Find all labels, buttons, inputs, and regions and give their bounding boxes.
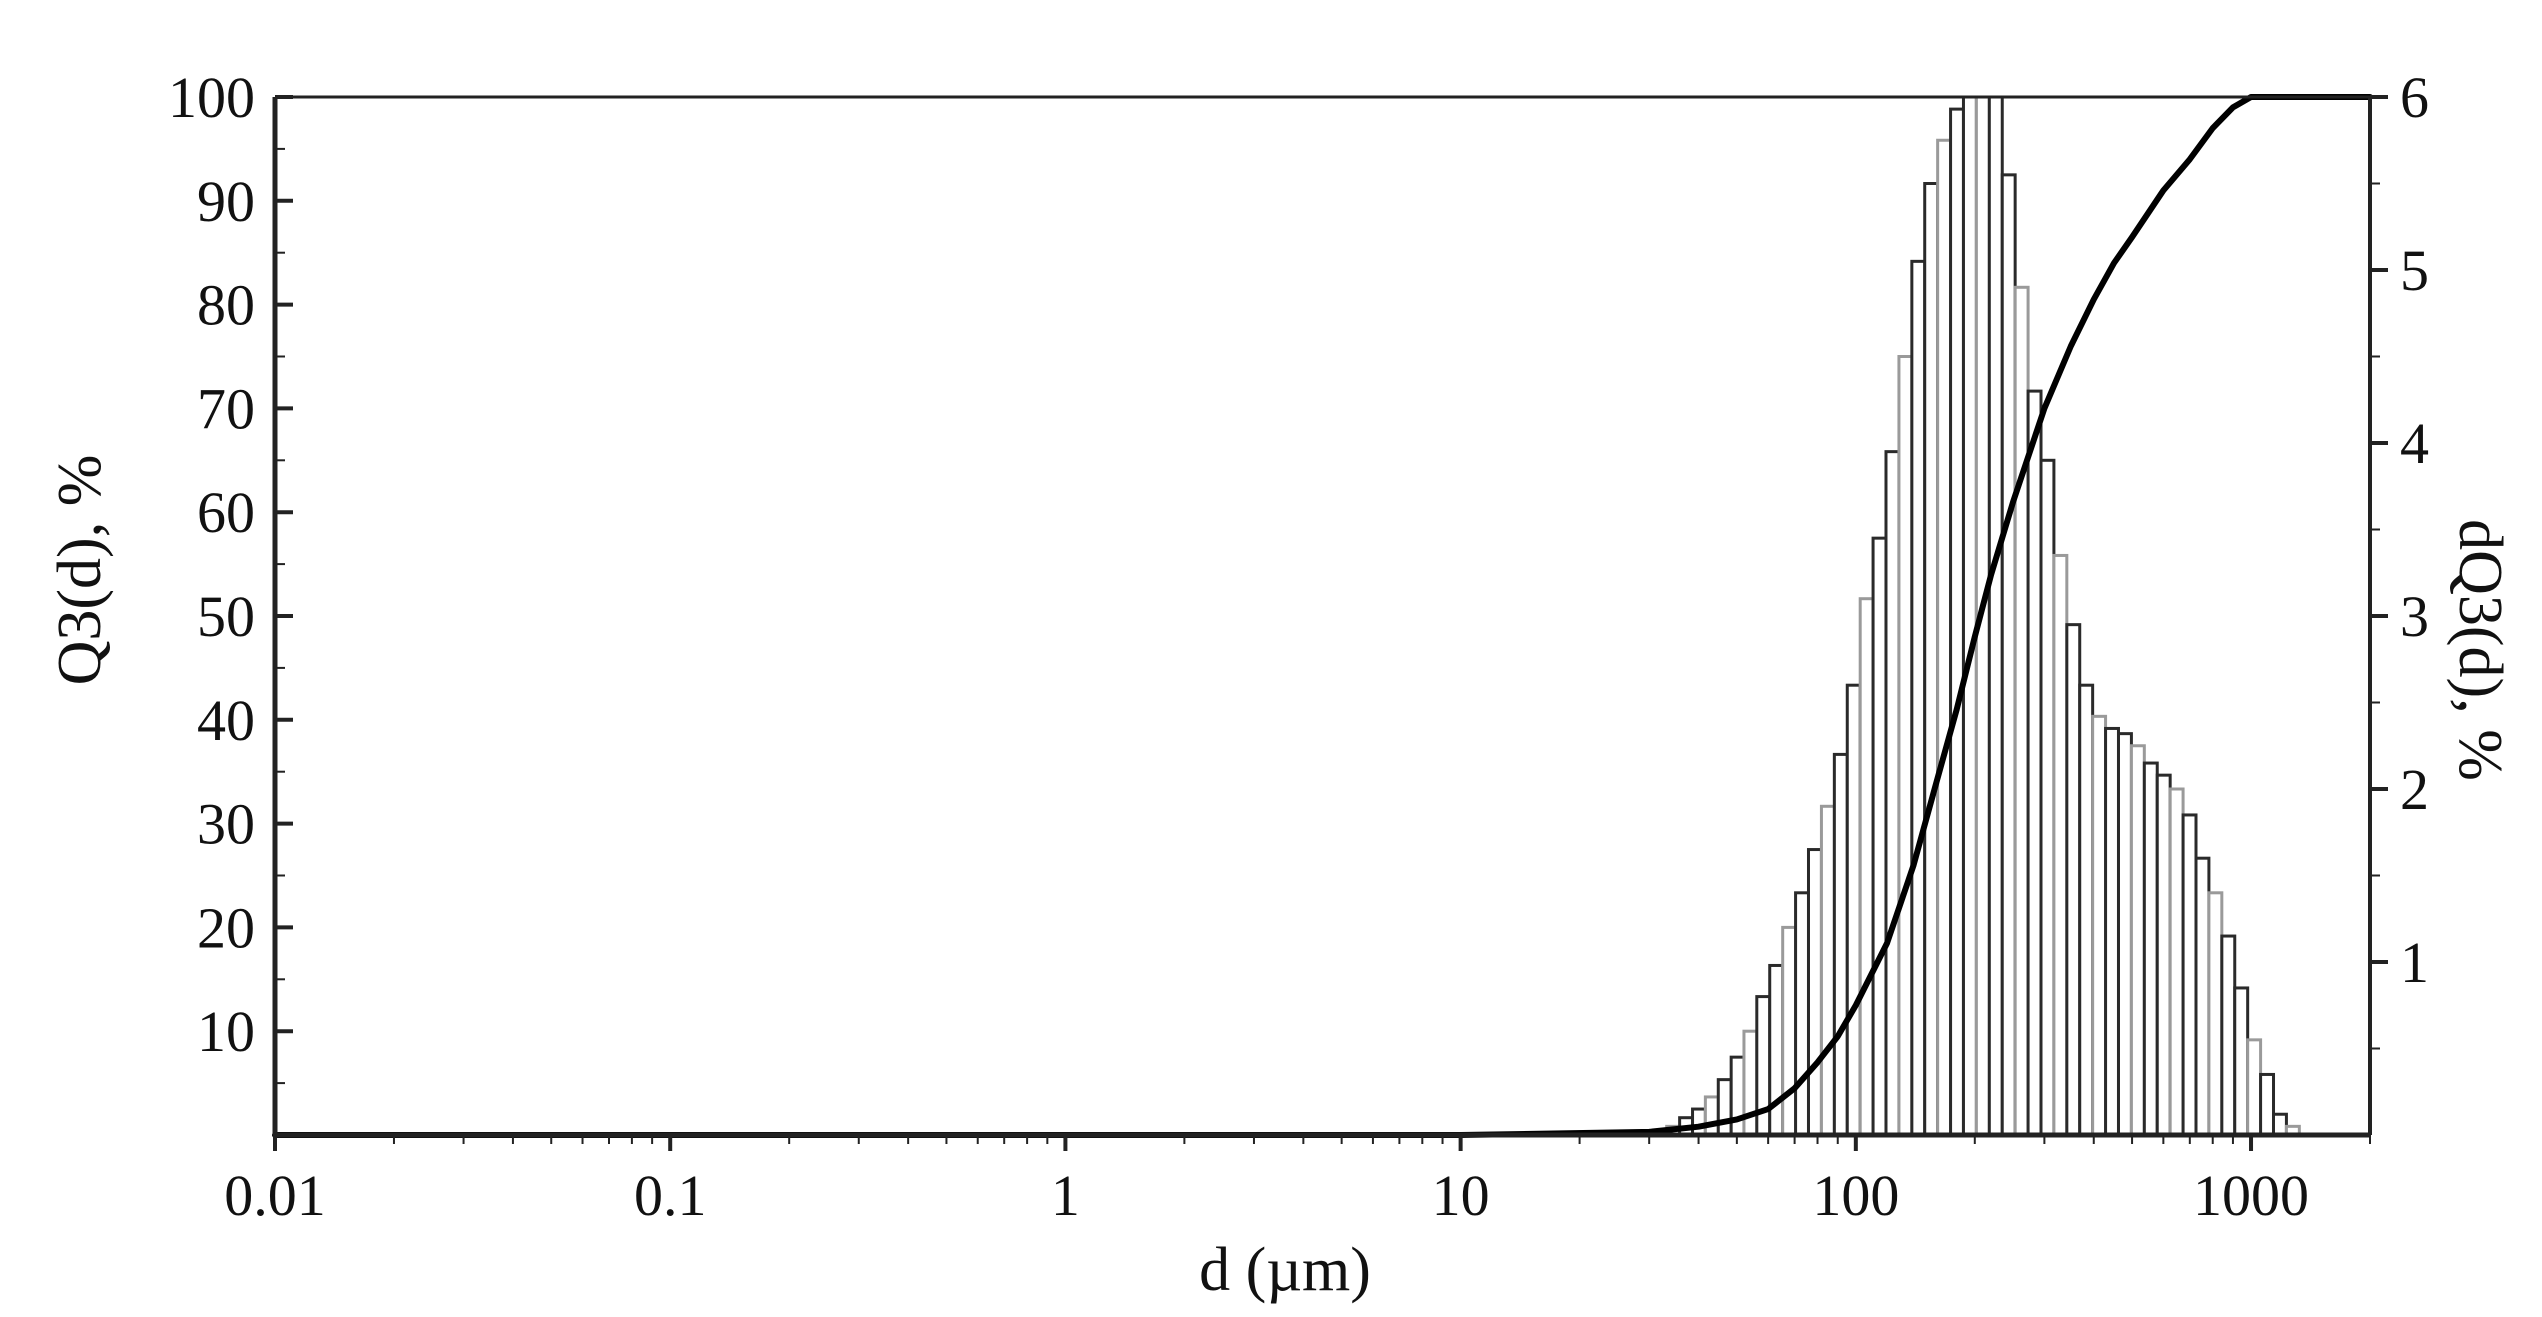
histogram-bar [2078,683,2095,1137]
histogram-bar [2104,726,2120,1137]
histogram-bar [1703,1095,1720,1137]
histogram-bar [2129,744,2146,1137]
y-tick-label: 50 [197,584,255,649]
histogram-bar [1910,259,1927,1137]
histogram-bar [2052,553,2069,1137]
y2-tick-label: 1 [2400,930,2429,995]
histogram-bar [2246,1038,2263,1137]
histogram-bar [2181,813,2198,1137]
y2-tick-label: 3 [2400,584,2429,649]
histogram-bar [1691,1107,1707,1137]
y-axis-label: Q3(d), % [46,455,114,686]
histogram-bar [1987,95,2004,1137]
histogram-bar [2116,732,2133,1137]
y2-tick-label: 4 [2400,411,2429,476]
histogram-bar [2091,714,2108,1137]
histogram-bar [2065,623,2082,1137]
histogram-bar [1936,138,1953,1137]
histogram-bar [1858,597,1875,1137]
y2-tick-label: 5 [2400,238,2429,303]
histogram-bar [2000,173,2017,1137]
histogram-bar [2272,1112,2288,1137]
histogram-bar [2155,773,2172,1137]
histogram-bar [1845,683,1862,1137]
y2-tick-label: 2 [2400,757,2429,822]
histogram-bar [1923,182,1940,1137]
y-tick-label: 10 [197,999,255,1064]
x-tick-label: 0.01 [224,1163,326,1228]
y-tick-label: 90 [197,169,255,234]
histogram-bar [2220,934,2237,1137]
cumulative-curve [272,94,2373,1138]
y-tick-label: 20 [197,895,255,960]
x-axis: 0.01 0.1 1 10 100 1000 [224,1135,2371,1228]
histogram-bar [1832,752,1849,1137]
y-tick-label: 30 [197,792,255,857]
histogram-bar [1781,925,1798,1137]
y-tick-label: 70 [197,376,255,441]
x-tick-label: 0.1 [634,1163,707,1228]
histogram-bar [1897,355,1914,1137]
histogram-bar [1716,1078,1733,1137]
histogram-bar [1729,1055,1746,1137]
y-tick-label: 40 [197,688,255,753]
cumulative-curve-layer [272,94,2373,1138]
histogram-bar [2259,1072,2276,1137]
y-axis-left: 10 20 30 40 50 60 70 80 90 100 [168,65,293,1085]
histogram-bar [2026,389,2043,1137]
x-axis-label: d (µm) [1199,1236,1371,1304]
histogram-bar [2233,986,2250,1137]
y-axis-right: 1 2 3 4 5 6 [2370,65,2429,1050]
histogram-bar [1794,891,1810,1137]
histogram-bar [2013,285,2030,1137]
y-tick-label: 60 [197,480,255,545]
histogram-bar [2207,891,2224,1137]
histogram-bar [2194,856,2211,1137]
histogram-bar [1819,804,1836,1137]
histogram-bar [1806,848,1823,1137]
x-tick-label: 10 [1432,1163,1490,1228]
y-tick-label: 100 [168,65,255,130]
histogram-bar [1961,95,1978,1137]
histogram-bar [1871,536,1888,1137]
y-tick-label: 80 [197,273,255,338]
histogram-bar [2168,787,2185,1137]
histogram-bar [1884,450,1901,1137]
y2-axis-label: dQ3(d), % [2446,519,2514,781]
x-tick-label: 100 [1812,1163,1899,1228]
x-tick-label: 1000 [2193,1163,2309,1228]
histogram-bar [2039,458,2056,1137]
y2-tick-label: 6 [2400,65,2429,130]
histogram-bar [2142,761,2159,1137]
histogram-bar [1949,107,1965,1137]
x-tick-label: 1 [1051,1163,1080,1228]
